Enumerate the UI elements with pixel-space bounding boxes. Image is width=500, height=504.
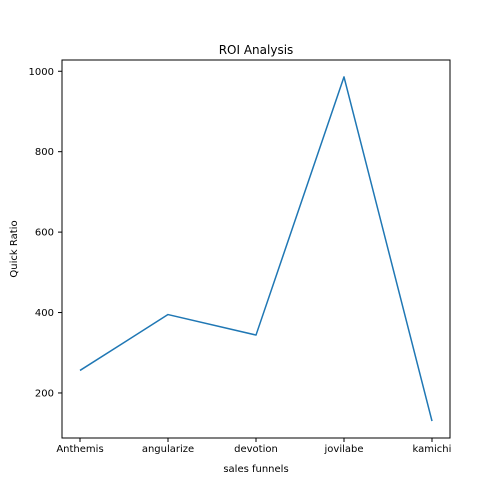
y-tick-label: 600 — [35, 228, 54, 239]
x-axis: Anthemis angularize devotion jovilabe kamich… — [56, 438, 451, 455]
x-tick-label: kamichi — [413, 444, 452, 455]
y-tick-label: 400 — [35, 308, 54, 319]
y-tick-label: 1000 — [29, 67, 54, 78]
chart-title: ROI Analysis — [219, 43, 294, 57]
x-tick-label: Anthemis — [56, 444, 103, 455]
y-tick-label: 800 — [35, 147, 54, 158]
y-axis: 200 400 600 800 1000 — [29, 67, 62, 399]
y-tick-label: 200 — [35, 388, 54, 399]
x-tick-label: devotion — [234, 444, 278, 455]
series-layer — [79, 76, 433, 422]
y-axis-label: Quick Ratio — [9, 220, 20, 277]
x-tick-label: angularize — [142, 444, 194, 455]
series-line — [79, 76, 433, 422]
plot-area-frame — [61, 59, 451, 439]
x-tick-label: jovilabe — [324, 444, 364, 455]
x-axis-label: sales funnels — [223, 464, 288, 475]
